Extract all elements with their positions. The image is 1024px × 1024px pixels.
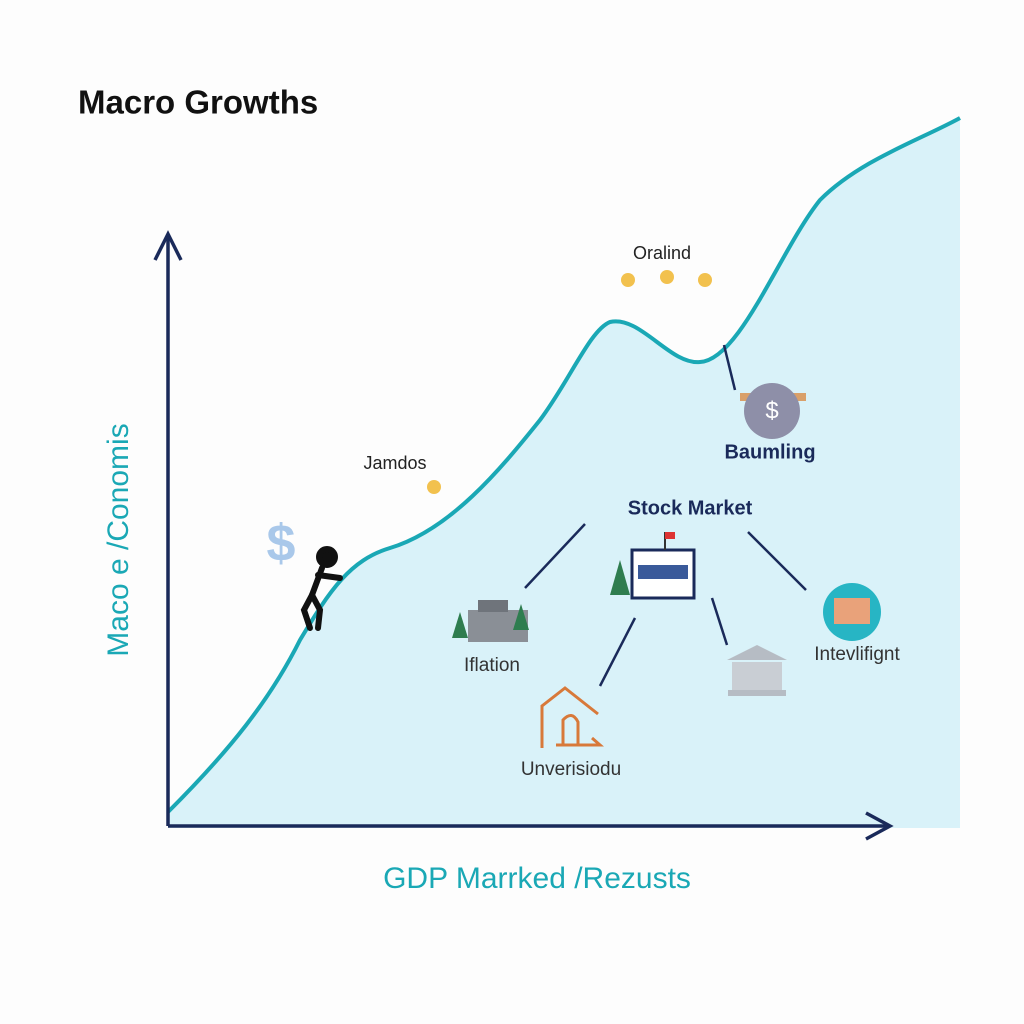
temple-base [728, 690, 786, 696]
x-arrow [865, 811, 894, 841]
climber-arm [315, 572, 343, 581]
x-axis-label: GDP Marrked /Rezusts [383, 862, 691, 895]
house-outline [540, 686, 599, 748]
temple-roof [727, 645, 787, 660]
climber-leg [300, 592, 315, 631]
bank-label: Baumling [724, 441, 815, 463]
inflation-building [452, 600, 529, 642]
bottom-label: Unverisiodu [521, 759, 621, 780]
house-icon [540, 686, 604, 748]
dot [621, 273, 635, 287]
temple-body [732, 662, 782, 690]
hub-label: Stock Market [628, 497, 753, 519]
school [834, 598, 870, 624]
early-label: Jamdos [363, 453, 426, 473]
house-door [561, 714, 580, 745]
windows [638, 565, 688, 579]
dollar-sign: $ [267, 515, 296, 573]
dot [698, 273, 712, 287]
dots [427, 270, 712, 494]
connector [710, 597, 729, 646]
peak-label: Oralind [633, 243, 691, 263]
dot [660, 270, 674, 284]
dot [427, 480, 441, 494]
connector [524, 523, 586, 589]
connector [598, 617, 637, 687]
climber [300, 546, 343, 631]
tree [452, 612, 468, 638]
connector [747, 531, 807, 591]
house-arrow [556, 736, 604, 747]
coin-symbol: $ [765, 397, 778, 424]
connector [722, 344, 737, 391]
right-label: Intevlifignt [814, 644, 900, 665]
coin [744, 383, 800, 439]
climber-head [316, 546, 338, 568]
tree [610, 560, 630, 595]
connectors [524, 344, 807, 687]
axes [153, 230, 894, 841]
flag [665, 532, 675, 539]
climber-leg [309, 592, 324, 631]
growth-curve [166, 116, 961, 814]
left-label: Iflation [464, 655, 520, 676]
y-arrow [153, 230, 183, 261]
title: Macro Growths [78, 84, 318, 121]
roof [478, 600, 508, 612]
stock-building [610, 532, 696, 600]
tree [513, 604, 529, 630]
temple [727, 645, 787, 696]
y-axis-label: Maco e /Conomis [102, 423, 135, 656]
